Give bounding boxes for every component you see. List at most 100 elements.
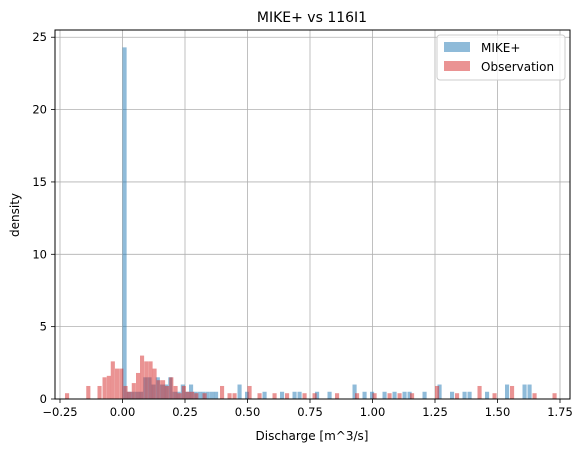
bar-observation [148,361,153,399]
bar-observation [115,368,120,399]
bar-observation [131,383,136,399]
bar-mike [315,391,320,399]
bar-observation [119,368,124,399]
bar-observation [272,393,277,399]
bar-mike [467,391,472,399]
bar-mike [352,384,357,399]
legend-label-observation: Observation [481,60,554,74]
bar-mike [327,391,332,399]
bar-observation [140,355,145,399]
bar-observation [335,393,340,399]
bar-mike [297,391,302,399]
bar-mike [210,391,215,399]
grid-lines [55,30,570,400]
bar-observation [144,361,149,399]
bar-mike [362,391,367,399]
y-tick-label: 15 [32,175,47,189]
bar-observation [177,393,182,399]
bar-observation [247,385,252,399]
bar-observation [302,393,307,399]
bar-observation [397,393,402,399]
bar-observation [102,377,107,399]
bar-observation [532,393,537,399]
bar-mike [527,384,532,399]
bar-mike [392,391,397,399]
bar-observation [65,393,70,399]
series-mike-bars [122,47,532,399]
x-tick-label: 0.75 [297,405,323,419]
y-tick-label: 25 [32,30,47,44]
bar-observation [136,372,141,399]
bar-observation [355,393,360,399]
bar-observation [220,385,225,399]
bar-observation [86,385,91,399]
bar-mike [370,391,375,399]
bar-observation [227,393,232,399]
bar-observation [190,391,195,399]
x-tick-label: 0.50 [235,405,261,419]
bar-observation [387,393,392,399]
y-tick-label: 20 [32,103,47,117]
bar-mike [382,391,387,399]
legend: MIKE+ Observation [436,34,566,81]
bar-mike [237,384,242,399]
y-tick-label: 0 [40,392,47,406]
bar-observation [552,393,557,399]
bar-observation [165,385,170,399]
bar-observation [435,385,440,399]
y-axis-ticks: 0 5 10 15 20 25 [32,30,55,406]
y-axis-title: density [8,193,22,237]
x-axis-title: Discharge [m^3/s] [256,429,369,443]
bar-observation [492,393,497,399]
bar-observation [156,380,161,399]
bar-observation [186,391,191,399]
bar-mike [422,391,427,399]
bar-observation [161,380,166,399]
bar-mike [437,384,442,399]
bar-observation [127,391,132,399]
bar-observation [181,385,186,399]
bar-mike [522,384,527,399]
chart-title: MIKE+ vs 116I1 [257,10,367,26]
legend-swatch-observation [444,61,470,71]
x-tick-label: 0.25 [172,405,198,419]
x-tick-label: 0.00 [110,405,136,419]
x-axis-ticks: −0.25 0.00 0.25 0.50 0.75 1.00 1.25 1.50 1.75 [42,399,573,419]
x-tick-label: 1.25 [422,405,448,419]
bar-mike [197,391,202,399]
bar-mike [450,391,455,399]
bar-observation [169,377,174,399]
bar-mike [262,391,267,399]
x-tick-label: 1.75 [547,405,573,419]
bar-mike [505,384,510,399]
bar-observation [455,393,460,399]
bar-observation [410,393,415,399]
x-tick-label: 1.50 [485,405,511,419]
legend-swatch-mike [444,42,470,52]
bar-mike [122,47,127,399]
bar-observation [232,393,237,399]
bar-observation [97,385,102,399]
legend-label-mike: MIKE+ [481,41,520,55]
series-observation-bars [65,355,557,399]
bar-mike [292,391,297,399]
bar-observation [123,385,128,399]
bar-mike [485,391,490,399]
y-tick-label: 10 [32,247,47,261]
plot-frame [54,29,571,400]
x-tick-label: −0.25 [42,405,77,419]
bar-observation [173,385,178,399]
bar-mike [462,391,467,399]
bar-mike [205,391,210,399]
x-tick-label: 1.00 [360,405,386,419]
bar-observation [152,368,157,399]
bar-observation [106,375,111,399]
bar-observation [312,393,317,399]
y-tick-label: 5 [40,320,47,334]
bar-observation [194,393,199,399]
bar-observation [285,393,290,399]
bar-observation [257,393,262,399]
bar-observation [202,393,207,399]
bar-mike [280,391,285,399]
